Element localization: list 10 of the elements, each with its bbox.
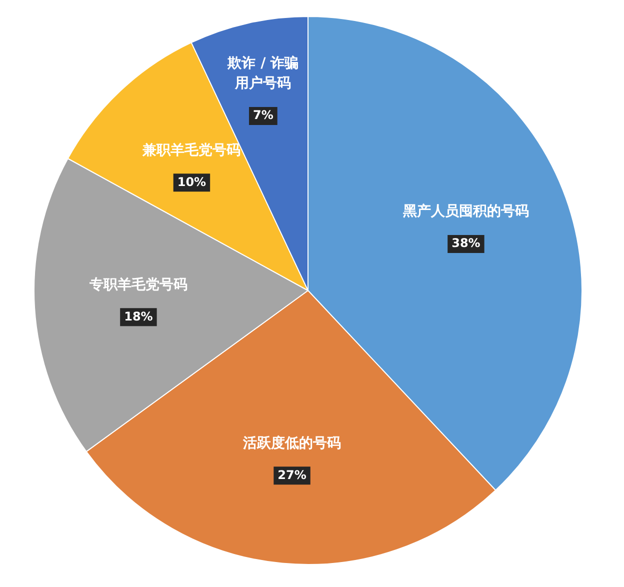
- data-label: 7%: [252, 108, 274, 122]
- slice-label: 欺诈 / 诈骗用户号码: [226, 54, 299, 92]
- data-label: 18%: [124, 309, 153, 324]
- slice-label: 活跃度低的号码: [242, 434, 342, 452]
- slice-label: 黑产人员囤积的号码: [402, 202, 529, 220]
- slice-label: 专职羊毛党号码: [88, 276, 188, 293]
- data-label: 10%: [177, 174, 206, 189]
- slice-label: 兼职羊毛党号码: [142, 141, 241, 158]
- data-label: 38%: [452, 236, 480, 250]
- data-label: 27%: [278, 468, 306, 482]
